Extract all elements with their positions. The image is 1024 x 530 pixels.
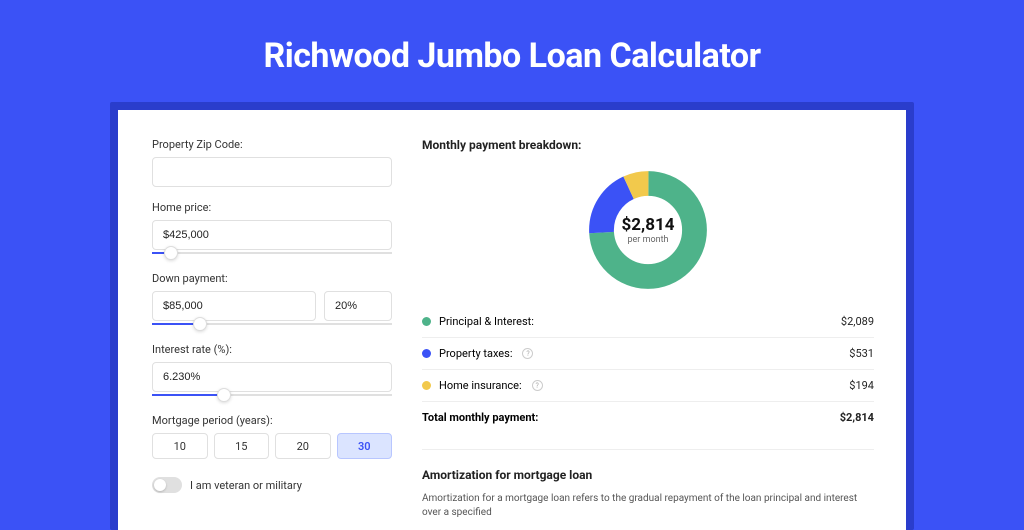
donut-amount: $2,814	[622, 215, 675, 235]
label-total: Total monthly payment:	[422, 411, 538, 424]
down-payment-input[interactable]	[152, 291, 316, 321]
donut-chart: $2,814 per month	[586, 168, 710, 292]
breakdown-title: Monthly payment breakdown:	[422, 138, 874, 152]
veteran-toggle[interactable]	[152, 477, 182, 493]
slider-thumb[interactable]	[217, 388, 231, 402]
interest-label: Interest rate (%):	[152, 343, 392, 356]
period-option-10[interactable]: 10	[152, 433, 208, 459]
home-price-slider[interactable]	[152, 248, 392, 258]
period-option-20[interactable]: 20	[275, 433, 331, 459]
down-payment-slider[interactable]	[152, 319, 392, 329]
period-label: Mortgage period (years):	[152, 414, 392, 427]
dot-tax	[422, 349, 431, 358]
row-total: Total monthly payment: $2,814	[422, 401, 874, 433]
period-field: Mortgage period (years): 10 15 20 30	[152, 414, 392, 459]
amort-text: Amortization for a mortgage loan refers …	[422, 492, 874, 520]
breakdown-panel: Monthly payment breakdown: $2,814 per mo…	[422, 138, 874, 530]
donut-sublabel: per month	[627, 235, 668, 245]
interest-field: Interest rate (%):	[152, 343, 392, 400]
value-tax: $531	[849, 347, 874, 360]
zip-label: Property Zip Code:	[152, 138, 392, 151]
interest-slider[interactable]	[152, 390, 392, 400]
zip-input[interactable]	[152, 157, 392, 187]
row-tax: Property taxes: ? $531	[422, 337, 874, 369]
down-payment-field: Down payment:	[152, 272, 392, 329]
card-backdrop: Property Zip Code: Home price: Down paym…	[110, 102, 914, 530]
label-pi: Principal & Interest:	[439, 315, 534, 328]
slider-thumb[interactable]	[193, 317, 207, 331]
dot-pi	[422, 317, 431, 326]
home-price-label: Home price:	[152, 201, 392, 214]
breakdown-list: Principal & Interest: $2,089 Property ta…	[422, 306, 874, 433]
help-icon[interactable]: ?	[532, 380, 543, 391]
row-pi: Principal & Interest: $2,089	[422, 306, 874, 337]
value-ins: $194	[849, 379, 874, 392]
dot-ins	[422, 381, 431, 390]
label-tax: Property taxes:	[439, 347, 512, 360]
amortization-section: Amortization for mortgage loan Amortizat…	[422, 449, 874, 520]
slider-thumb[interactable]	[164, 246, 178, 260]
period-option-15[interactable]: 15	[214, 433, 270, 459]
down-payment-label: Down payment:	[152, 272, 392, 285]
down-payment-pct-input[interactable]	[324, 291, 392, 321]
form-panel: Property Zip Code: Home price: Down paym…	[152, 138, 392, 530]
amort-title: Amortization for mortgage loan	[422, 468, 874, 482]
calculator-card: Property Zip Code: Home price: Down paym…	[118, 110, 906, 530]
period-option-30[interactable]: 30	[337, 433, 393, 459]
home-price-input[interactable]	[152, 220, 392, 250]
interest-input[interactable]	[152, 362, 392, 392]
donut-chart-area: $2,814 per month	[422, 162, 874, 306]
value-total: $2,814	[840, 411, 874, 424]
row-ins: Home insurance: ? $194	[422, 369, 874, 401]
veteran-toggle-row: I am veteran or military	[152, 477, 392, 493]
help-icon[interactable]: ?	[522, 348, 533, 359]
zip-field: Property Zip Code:	[152, 138, 392, 187]
home-price-field: Home price:	[152, 201, 392, 258]
veteran-label: I am veteran or military	[190, 479, 302, 492]
label-ins: Home insurance:	[439, 379, 522, 392]
value-pi: $2,089	[841, 315, 874, 328]
page-title: Richwood Jumbo Loan Calculator	[0, 0, 1024, 102]
